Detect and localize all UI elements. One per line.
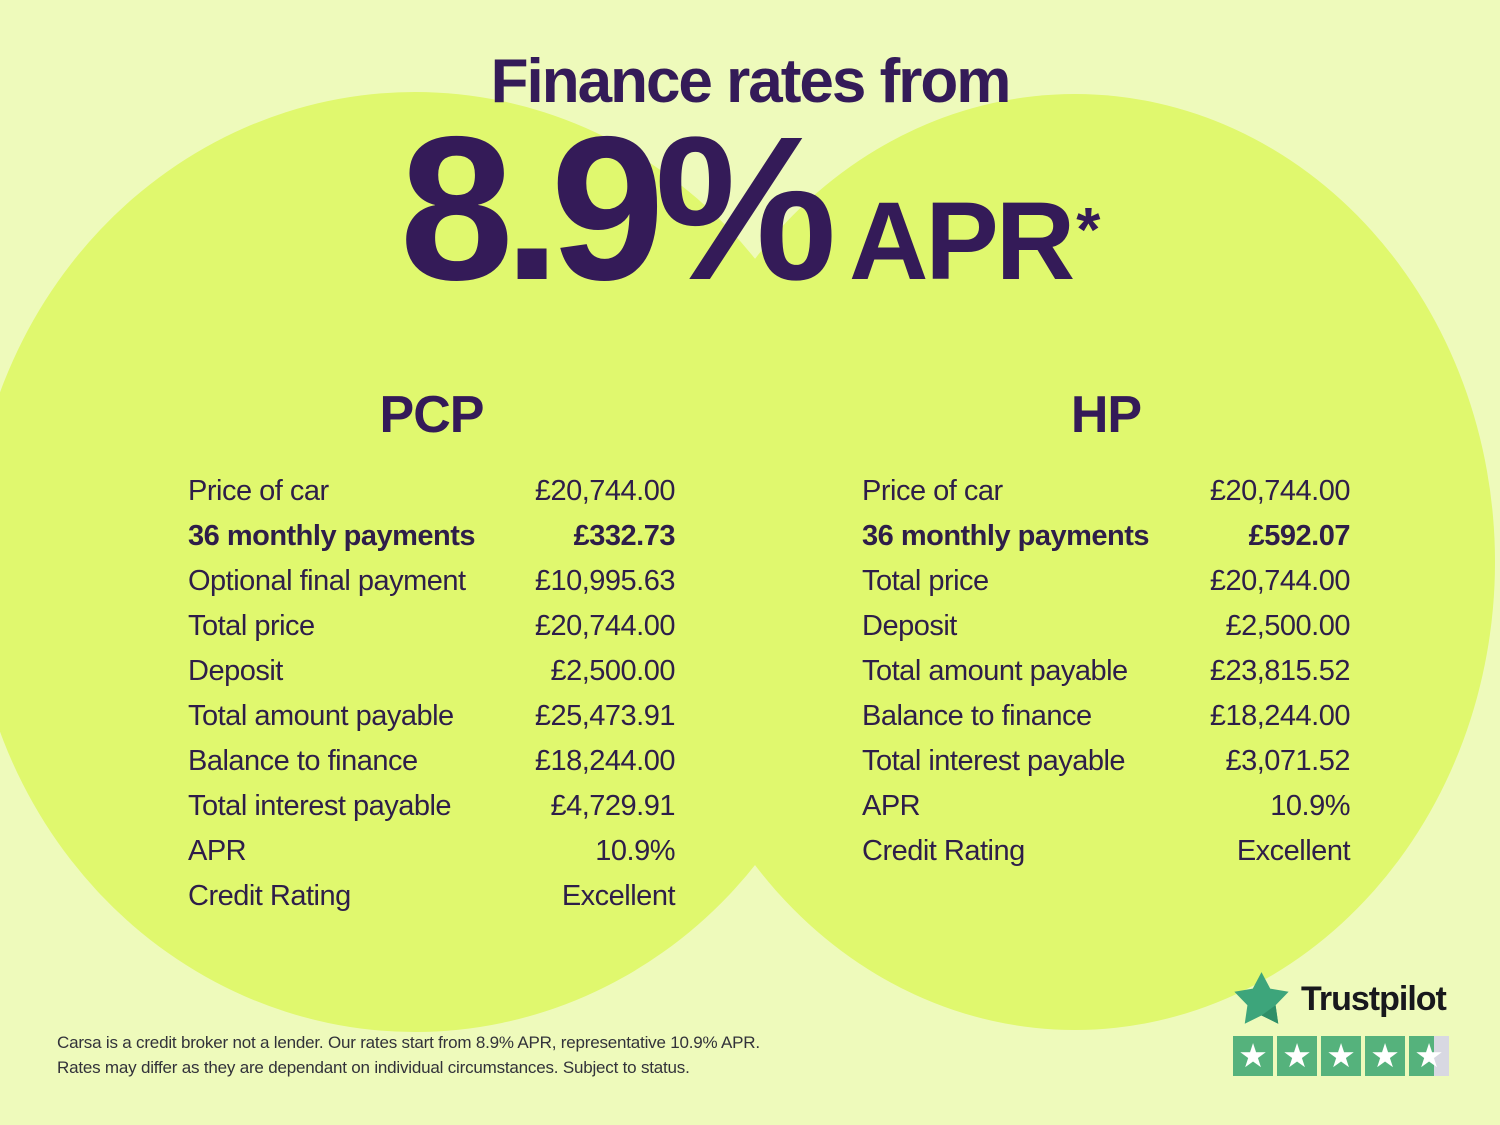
table-row: Deposit £2,500.00	[862, 604, 1350, 649]
star-box: ★	[1321, 1036, 1361, 1076]
row-label: Balance to finance	[862, 700, 1092, 732]
rate-headline: 8.9% APR *	[0, 106, 1500, 311]
star-icon: ★	[1238, 1036, 1268, 1075]
star-icon: ★	[1414, 1036, 1444, 1075]
table-row: Total price £20,744.00	[188, 604, 676, 649]
star-box: ★	[1277, 1036, 1317, 1076]
row-value: £592.07	[1248, 520, 1351, 552]
trustpilot-star-icon	[1234, 972, 1289, 1024]
row-label: Credit Rating	[862, 835, 1025, 867]
table-row: Total amount payable £23,815.52	[862, 649, 1351, 694]
table-row: APR 10.9%	[862, 784, 1350, 829]
row-value: Excellent	[1236, 835, 1351, 867]
background-circle-right	[655, 94, 1495, 1030]
row-label: Deposit	[188, 655, 283, 687]
row-label: Price of car	[862, 475, 1003, 507]
pcp-table: PCP Price of car £20,744.00 36 monthly p…	[188, 385, 676, 919]
table-row: Deposit £2,500.00	[188, 649, 675, 694]
row-value: £18,244.00	[534, 745, 676, 777]
hp-table: HP Price of car £20,744.00 36 monthly pa…	[862, 385, 1351, 874]
trustpilot-wordmark: Trustpilot	[1301, 980, 1447, 1018]
pcp-table-title: PCP	[379, 386, 485, 444]
row-value: £332.73	[573, 520, 676, 552]
table-row: Price of car £20,744.00	[188, 469, 676, 514]
row-label: Total price	[188, 610, 315, 642]
table-row: Balance to finance £18,244.00	[862, 694, 1351, 739]
row-value: £4,729.91	[550, 790, 675, 822]
table-row: Optional final payment £10,995.63	[188, 559, 676, 604]
star-icon: ★	[1326, 1036, 1356, 1075]
trustpilot-logo: Trustpilot	[1233, 972, 1449, 1027]
row-label: Deposit	[862, 610, 957, 642]
row-value: £20,744.00	[1209, 565, 1351, 597]
disclaimer: Carsa is a credit broker not a lender. O…	[57, 1031, 760, 1080]
table-row: Credit Rating Excellent	[188, 874, 676, 919]
table-row: Price of car £20,744.00	[862, 469, 1351, 514]
table-row: 36 monthly payments £332.73	[188, 514, 676, 559]
row-value: £2,500.00	[1225, 610, 1350, 642]
rate-unit: APR	[848, 180, 1075, 303]
row-label: Balance to finance	[188, 745, 418, 777]
table-row: 36 monthly payments £592.07	[862, 514, 1351, 559]
star-icon: ★	[1370, 1036, 1400, 1075]
rate-asterisk: *	[1076, 196, 1101, 265]
row-value: £25,473.91	[534, 700, 676, 732]
row-label: Total interest payable	[862, 745, 1126, 777]
row-value: £3,071.52	[1225, 745, 1350, 777]
row-label: Optional final payment	[188, 565, 466, 597]
disclaimer-line-2: Rates may differ as they are dependant o…	[57, 1057, 690, 1077]
star-box-half: ★	[1409, 1036, 1449, 1076]
row-value: £2,500.00	[550, 655, 675, 687]
row-label: 36 monthly payments	[862, 520, 1150, 552]
row-label: Total amount payable	[862, 655, 1128, 687]
row-value: 10.9%	[595, 835, 675, 867]
table-row: APR 10.9%	[188, 829, 675, 874]
row-label: APR	[188, 835, 247, 867]
row-label: APR	[862, 790, 921, 822]
table-row: Credit Rating Excellent	[862, 829, 1351, 874]
hp-table-title: HP	[1070, 386, 1142, 444]
page-title: Finance rates from	[490, 47, 1012, 116]
row-value: £10,995.63	[534, 565, 676, 597]
row-value: £20,744.00	[534, 475, 676, 507]
row-value: £23,815.52	[1209, 655, 1351, 687]
table-row: Total interest payable £4,729.91	[188, 784, 675, 829]
table-row: Total interest payable £3,071.52	[862, 739, 1350, 784]
row-value: £20,744.00	[1209, 475, 1351, 507]
star-box: ★	[1233, 1036, 1273, 1076]
table-row: Total amount payable £25,473.91	[188, 694, 676, 739]
table-row: Total price £20,744.00	[862, 559, 1351, 604]
row-label: Credit Rating	[188, 880, 351, 912]
rate-value: 8.9%	[399, 94, 837, 323]
row-label: Price of car	[188, 475, 329, 507]
table-row: Balance to finance £18,244.00	[188, 739, 676, 784]
row-value: Excellent	[561, 880, 676, 912]
disclaimer-line-1: Carsa is a credit broker not a lender. O…	[57, 1033, 760, 1052]
trustpilot-section: Trustpilot ★ ★ ★ ★ ★	[1233, 972, 1449, 1076]
row-label: Total interest payable	[188, 790, 452, 822]
row-value: 10.9%	[1270, 790, 1350, 822]
star-box: ★	[1365, 1036, 1405, 1076]
row-value: £20,744.00	[534, 610, 676, 642]
star-icon: ★	[1282, 1036, 1312, 1075]
row-value: £18,244.00	[1209, 700, 1351, 732]
row-label: Total amount payable	[188, 700, 454, 732]
trustpilot-rating-stars: ★ ★ ★ ★ ★	[1233, 1036, 1449, 1076]
row-label: 36 monthly payments	[188, 520, 476, 552]
row-label: Total price	[862, 565, 989, 597]
